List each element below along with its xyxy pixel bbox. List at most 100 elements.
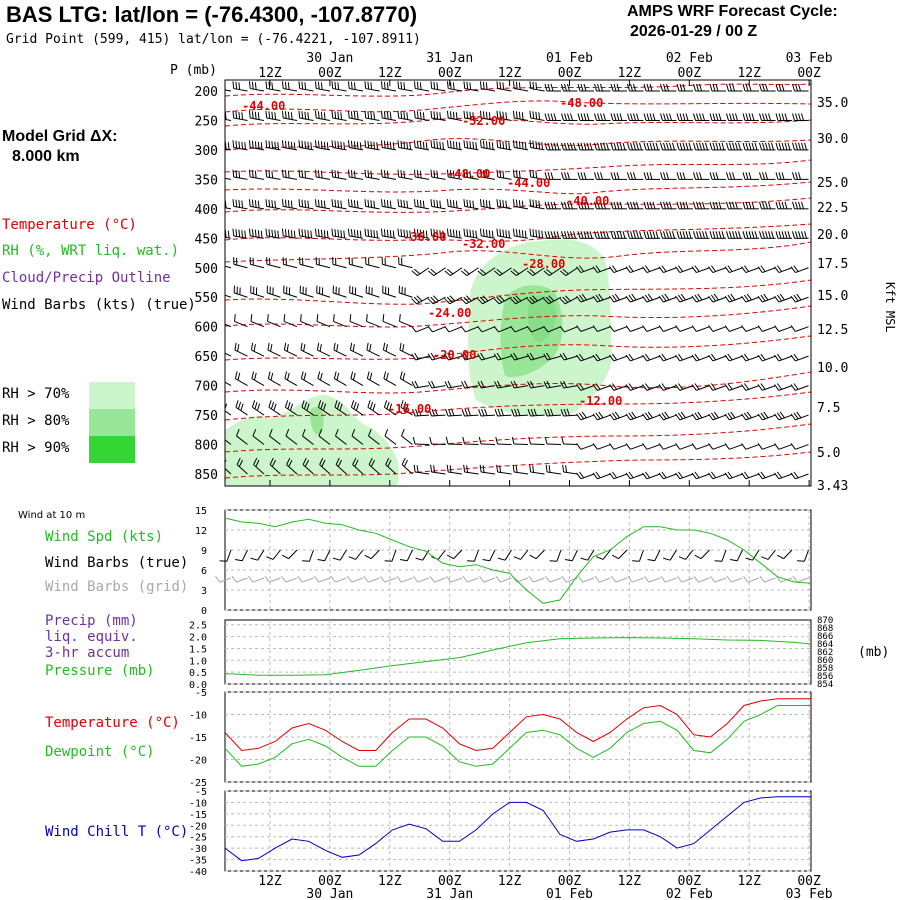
wind-barb-flag	[479, 199, 482, 207]
wind-barb-flag	[274, 200, 277, 209]
legend-rh80-label: RH > 80%	[2, 413, 70, 429]
wind-barb-flag	[663, 142, 666, 151]
wind-barb-flag	[314, 575, 320, 583]
wind-barb-staff	[613, 355, 628, 362]
wind-barb-staff	[795, 444, 809, 450]
wind-barb-flag	[547, 201, 551, 209]
wind-barb-flag	[430, 268, 437, 275]
wind-barb-flag	[793, 383, 799, 390]
kft-axis-label: Kft MSL	[883, 282, 897, 333]
wind-barb-flag	[561, 575, 567, 583]
wind-barb-flag	[466, 199, 469, 207]
wind-barb-flag	[413, 575, 419, 583]
wind-barb-staff	[316, 292, 331, 298]
wind-barb-staff	[349, 320, 364, 328]
wind-barb-flag	[567, 142, 570, 151]
wind-barb-staff	[497, 117, 512, 121]
wind-barb-flag	[801, 231, 804, 239]
wind-barb-flag	[616, 201, 620, 209]
pressure-right-tick: 862	[817, 648, 833, 658]
wind-barb-flag	[763, 411, 769, 419]
wind-barb-flag	[738, 231, 741, 239]
wind-barb-flag	[433, 199, 436, 207]
wind-barb-flag	[646, 172, 650, 180]
wind-barb-flag	[518, 141, 521, 149]
wind-barb-flag	[364, 554, 372, 560]
wind-barb-staff	[415, 88, 430, 92]
y-tick-label: 15	[195, 506, 207, 517]
wind-barb-flag	[364, 140, 367, 148]
wind-barb-flag	[482, 81, 485, 90]
wind-barb-flag	[563, 408, 567, 417]
wind-barb-staff	[481, 385, 496, 389]
wind-barb-flag	[340, 112, 343, 120]
wind-barb-flag	[402, 344, 405, 352]
wind-barb-staff	[300, 292, 314, 298]
kft-tick-label: 3.43	[817, 479, 848, 494]
wind-barb-flag	[768, 142, 771, 151]
wind-barb-staff	[432, 296, 446, 305]
wind-barb-staff	[762, 267, 776, 274]
wind-barb-flag	[219, 400, 221, 407]
wind-barb-flag	[222, 141, 223, 148]
wind-barb-flag	[347, 575, 353, 583]
wind-barb-flag	[238, 459, 243, 467]
wind-barb-flag	[622, 142, 626, 151]
wind-barb-staff	[745, 414, 760, 421]
wind-barb-staff	[415, 176, 430, 180]
wind-barb-flag	[326, 142, 329, 150]
wind-barb-flag	[413, 464, 416, 473]
wind-barb-flag	[748, 142, 752, 151]
wind-barb-flag	[392, 230, 395, 239]
wind-barb-flag	[564, 83, 567, 92]
temperature-label: Temperature (°C)	[45, 715, 180, 731]
wind-barb-flag	[274, 112, 277, 120]
wind-barb-flag	[477, 381, 482, 389]
wind-barb-staff	[301, 378, 314, 387]
wind-barb-flag	[691, 325, 697, 332]
wind-barb-staff	[365, 263, 380, 269]
wind-barb-flag	[660, 83, 663, 92]
wind-barb-flag	[561, 436, 564, 445]
wind-barb-flag	[389, 141, 392, 150]
wind-barb-flag	[616, 231, 620, 239]
wind-barb-flag	[661, 353, 667, 361]
wind-barb-flag	[647, 293, 653, 301]
wind-barb-flag	[386, 141, 389, 149]
wind-barb-flag	[699, 142, 702, 151]
top-time-tick-label: 12Z	[378, 66, 402, 81]
wind-barb-staff	[233, 117, 248, 121]
wind-barb-flag	[254, 401, 258, 410]
wind-barb-flag	[380, 169, 383, 178]
wind-barb-flag	[488, 200, 491, 209]
wind-barb-flag	[606, 231, 609, 239]
wind-barb-flag	[320, 170, 323, 179]
wind-barb-flag	[528, 436, 531, 445]
wind-barb-flag	[775, 201, 779, 209]
wind-barb-flag	[669, 231, 672, 239]
wind-barb-flag	[792, 231, 795, 239]
wind-barb-staff	[481, 205, 496, 210]
wind-barb-flag	[317, 199, 320, 207]
wind-barb-staff	[736, 549, 743, 562]
wind-barb-staff	[547, 471, 562, 475]
wind-barb-staff	[414, 414, 430, 417]
wind-barb-staff	[497, 385, 512, 389]
wind-barb-staff	[225, 118, 232, 121]
wind-barb-staff	[448, 88, 463, 92]
wind-barb-staff	[251, 349, 265, 357]
wind-barb-staff	[712, 473, 727, 480]
bottom-time-tick-label: 00Z	[438, 874, 462, 889]
wind-barb-flag	[541, 142, 544, 150]
wind-barb-flag	[449, 295, 456, 302]
wind-barb-flag	[293, 230, 296, 239]
wind-barb-flag	[625, 443, 631, 450]
wind-barb-flag	[576, 472, 582, 480]
wind-barb-flag	[411, 353, 416, 361]
wind-barb-staff	[516, 267, 529, 277]
wind-barb-staff	[514, 205, 529, 210]
legend-rh70-swatch	[89, 382, 135, 409]
wind-barb-staff	[663, 326, 677, 332]
pressure-right-tick: 860	[817, 656, 833, 666]
